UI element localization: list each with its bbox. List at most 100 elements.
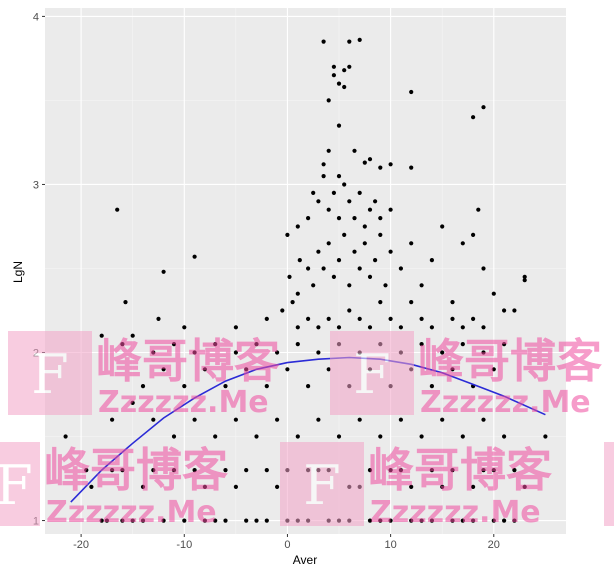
data-point xyxy=(306,316,311,321)
data-point xyxy=(502,434,507,439)
data-point xyxy=(182,384,187,389)
data-point xyxy=(450,367,455,372)
data-point xyxy=(182,325,187,330)
data-point xyxy=(326,367,331,372)
watermark-letter: F xyxy=(303,454,340,517)
data-point xyxy=(347,64,352,69)
data-point xyxy=(213,434,218,439)
data-point xyxy=(471,484,476,489)
data-point xyxy=(460,325,465,330)
y-tick-label: 3 xyxy=(33,179,39,191)
data-point xyxy=(140,484,146,489)
data-point xyxy=(316,249,321,254)
data-point xyxy=(419,316,424,321)
data-point xyxy=(316,325,321,330)
data-point xyxy=(398,468,403,473)
data-point xyxy=(378,216,383,221)
data-point xyxy=(367,274,373,279)
data-point xyxy=(491,367,496,372)
data-point xyxy=(295,224,300,229)
data-point xyxy=(357,417,362,422)
data-point xyxy=(367,207,373,212)
data-point xyxy=(336,123,342,128)
data-point xyxy=(471,115,476,120)
x-tick-label: -20 xyxy=(73,539,89,551)
data-point xyxy=(367,518,373,523)
data-point xyxy=(295,434,300,439)
data-point xyxy=(388,468,393,473)
watermark-brand: 峰哥博客 xyxy=(368,443,552,497)
data-point xyxy=(460,241,465,246)
data-point xyxy=(398,417,403,422)
data-point xyxy=(440,484,445,489)
data-point xyxy=(254,518,259,523)
data-point xyxy=(84,468,89,473)
data-point xyxy=(311,190,316,195)
data-point xyxy=(321,162,326,167)
data-point xyxy=(115,207,120,212)
data-point xyxy=(264,468,269,473)
data-point xyxy=(316,350,321,355)
data-point xyxy=(347,308,352,313)
data-point xyxy=(342,182,347,187)
data-point xyxy=(280,308,285,313)
data-point xyxy=(388,518,393,523)
data-point xyxy=(331,73,336,78)
data-point xyxy=(481,350,486,355)
data-point xyxy=(275,484,280,489)
data-point xyxy=(287,274,292,279)
data-point xyxy=(151,468,156,473)
y-tick-label: 4 xyxy=(33,11,39,23)
data-point xyxy=(223,468,228,473)
data-point xyxy=(378,165,383,170)
data-point xyxy=(223,518,228,523)
data-point xyxy=(223,384,228,389)
data-point xyxy=(471,316,476,321)
data-point xyxy=(491,291,496,296)
data-point xyxy=(336,81,342,86)
data-point xyxy=(130,400,135,405)
data-point xyxy=(130,518,135,523)
data-point xyxy=(244,367,249,372)
data-point xyxy=(522,278,527,283)
data-point xyxy=(161,518,166,523)
data-point xyxy=(388,316,393,321)
data-point xyxy=(409,300,414,305)
data-point xyxy=(460,518,465,523)
data-point xyxy=(357,190,362,195)
data-point xyxy=(331,190,336,195)
data-point xyxy=(471,518,476,523)
data-point xyxy=(388,249,393,254)
data-point xyxy=(336,434,342,439)
data-point xyxy=(233,417,238,422)
data-point xyxy=(331,274,336,279)
data-point xyxy=(429,258,434,263)
watermark-logo: F xyxy=(8,331,92,415)
y-axis-title: LgN xyxy=(11,261,25,283)
data-point xyxy=(297,258,302,263)
data-point xyxy=(326,241,331,246)
grid-minor xyxy=(45,8,566,534)
data-point xyxy=(378,300,383,305)
data-point xyxy=(295,342,300,347)
data-point xyxy=(192,417,197,422)
data-point xyxy=(171,434,177,439)
watermark-url: Zzzzzz.Me xyxy=(98,385,269,420)
data-point xyxy=(460,342,465,347)
data-point xyxy=(275,417,280,422)
data-point xyxy=(192,254,197,259)
watermark-url: Zzzzzz.Me xyxy=(420,385,591,420)
data-point xyxy=(285,367,290,372)
watermark-letter: F xyxy=(31,343,68,406)
data-point xyxy=(123,300,128,305)
data-point xyxy=(295,325,300,330)
data-point xyxy=(264,518,269,523)
data-point xyxy=(336,216,342,221)
data-point xyxy=(331,64,336,69)
data-point xyxy=(476,207,481,212)
data-point xyxy=(254,434,259,439)
data-point xyxy=(104,518,109,523)
data-point xyxy=(347,199,352,204)
data-point xyxy=(233,325,238,330)
data-point xyxy=(367,468,373,473)
